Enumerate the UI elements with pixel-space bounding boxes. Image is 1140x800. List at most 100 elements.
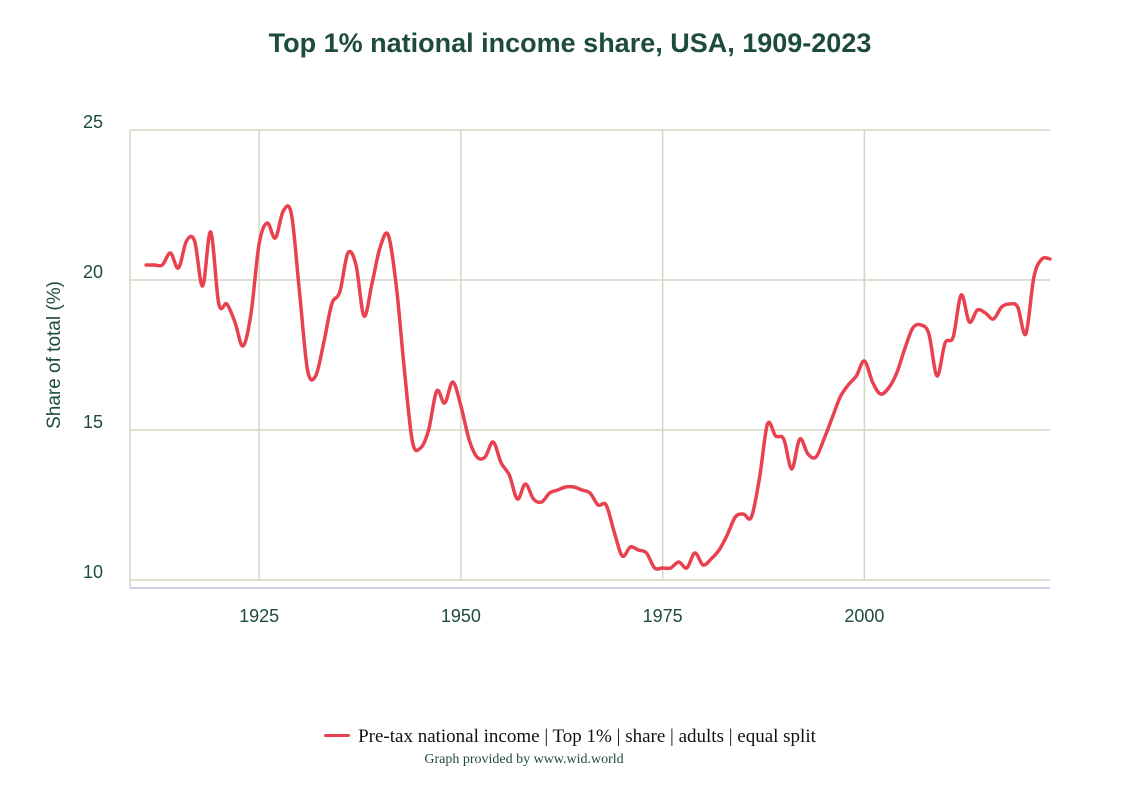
data-point-1992: [798, 437, 802, 441]
data-point-1929: [289, 212, 293, 216]
data-point-1920: [217, 302, 221, 306]
data-point-1977: [677, 560, 681, 564]
data-point-1976: [669, 566, 673, 570]
x-tick-1975: 1975: [643, 606, 683, 626]
data-point-1928: [281, 209, 285, 213]
data-point-2010: [943, 341, 947, 345]
data-point-1955: [499, 461, 503, 465]
data-point-1915: [176, 266, 180, 270]
y-tick-20: 20: [83, 262, 103, 282]
series-group: [144, 204, 1052, 571]
data-point-2020: [1024, 332, 1028, 336]
data-point-1922: [233, 320, 237, 324]
data-point-1971: [628, 545, 632, 549]
data-point-1991: [790, 467, 794, 471]
data-point-1936: [346, 251, 350, 255]
data-point-1941: [386, 233, 390, 237]
data-point-1947: [435, 389, 439, 393]
data-point-1951: [467, 437, 471, 441]
data-point-1980: [701, 563, 705, 567]
legend-line-swatch: [324, 734, 351, 738]
data-point-1987: [758, 476, 762, 480]
data-point-2012: [959, 293, 963, 297]
data-point-1956: [507, 473, 511, 477]
data-point-1998: [846, 383, 850, 387]
data-point-1939: [370, 281, 374, 285]
data-point-2023: [1048, 257, 1052, 261]
data-point-1940: [378, 245, 382, 249]
data-point-1967: [596, 503, 600, 507]
data-point-1964: [572, 485, 576, 489]
data-point-1995: [822, 437, 826, 441]
data-point-1982: [717, 548, 721, 552]
data-point-1984: [733, 515, 737, 519]
data-point-1983: [725, 533, 729, 537]
data-point-2018: [1008, 302, 1012, 306]
data-point-1926: [265, 221, 269, 225]
data-point-1990: [782, 437, 786, 441]
data-point-1969: [612, 530, 616, 534]
axes: [129, 130, 1050, 589]
data-point-1913: [160, 263, 164, 267]
data-point-1923: [241, 344, 245, 348]
data-point-1921: [225, 302, 229, 306]
data-point-1961: [548, 491, 552, 495]
data-point-1924: [249, 311, 253, 315]
data-point-1954: [491, 440, 495, 444]
data-point-1953: [483, 455, 487, 459]
legend[interactable]: Pre-tax national income | Top 1% | share…: [0, 726, 1140, 748]
data-point-2001: [871, 380, 875, 384]
chart-title: Top 1% national income share, USA, 1909-…: [268, 28, 872, 58]
data-point-1989: [774, 434, 778, 438]
data-point-1911: [144, 263, 148, 267]
data-point-1942: [394, 284, 398, 288]
data-point-1959: [532, 497, 536, 501]
data-point-1985: [741, 512, 745, 516]
y-tick-labels: 10 15 20 25: [83, 112, 103, 582]
data-point-1965: [580, 488, 584, 492]
data-point-2011: [951, 335, 955, 339]
y-tick-15: 15: [83, 412, 103, 432]
data-point-2021: [1032, 275, 1036, 279]
data-point-1968: [604, 503, 608, 507]
data-point-2015: [983, 311, 987, 315]
data-point-2008: [927, 332, 931, 336]
y-tick-25: 25: [83, 112, 103, 132]
data-point-1996: [830, 416, 834, 420]
data-point-1970: [620, 554, 624, 558]
data-point-1966: [588, 491, 592, 495]
data-point-1979: [693, 551, 697, 555]
data-point-1938: [362, 314, 366, 318]
data-point-1975: [661, 566, 665, 570]
data-point-2013: [967, 320, 971, 324]
data-point-2022: [1040, 257, 1044, 261]
data-point-1962: [556, 488, 560, 492]
data-point-1914: [168, 251, 172, 255]
credit-text[interactable]: Graph provided by www.wid.world: [424, 752, 624, 767]
data-point-1912: [152, 263, 156, 267]
series-line-0: [144, 204, 1052, 571]
data-point-2009: [935, 374, 939, 378]
y-tick-10: 10: [83, 562, 103, 582]
data-point-1988: [766, 422, 770, 426]
data-point-1945: [419, 446, 423, 450]
data-point-1997: [838, 395, 842, 399]
data-point-1950: [459, 404, 463, 408]
data-point-1917: [193, 239, 197, 243]
y-axis-label: Share of total (%): [44, 281, 65, 429]
data-point-1986: [749, 515, 753, 519]
data-point-1949: [451, 380, 455, 384]
data-point-1974: [653, 566, 657, 570]
x-tick-1925: 1925: [239, 606, 279, 626]
data-point-1952: [475, 455, 479, 459]
data-point-1919: [209, 230, 213, 234]
data-point-2003: [887, 386, 891, 390]
legend-label: Pre-tax national income | Top 1% | share…: [358, 726, 816, 747]
x-tick-1950: 1950: [441, 606, 481, 626]
data-point-1973: [645, 551, 649, 555]
data-point-1994: [814, 455, 818, 459]
x-tick-labels: 1925 1950 1975 2000: [239, 606, 884, 626]
data-point-1925: [257, 242, 261, 246]
data-point-1946: [427, 428, 431, 432]
data-point-1932: [314, 374, 318, 378]
